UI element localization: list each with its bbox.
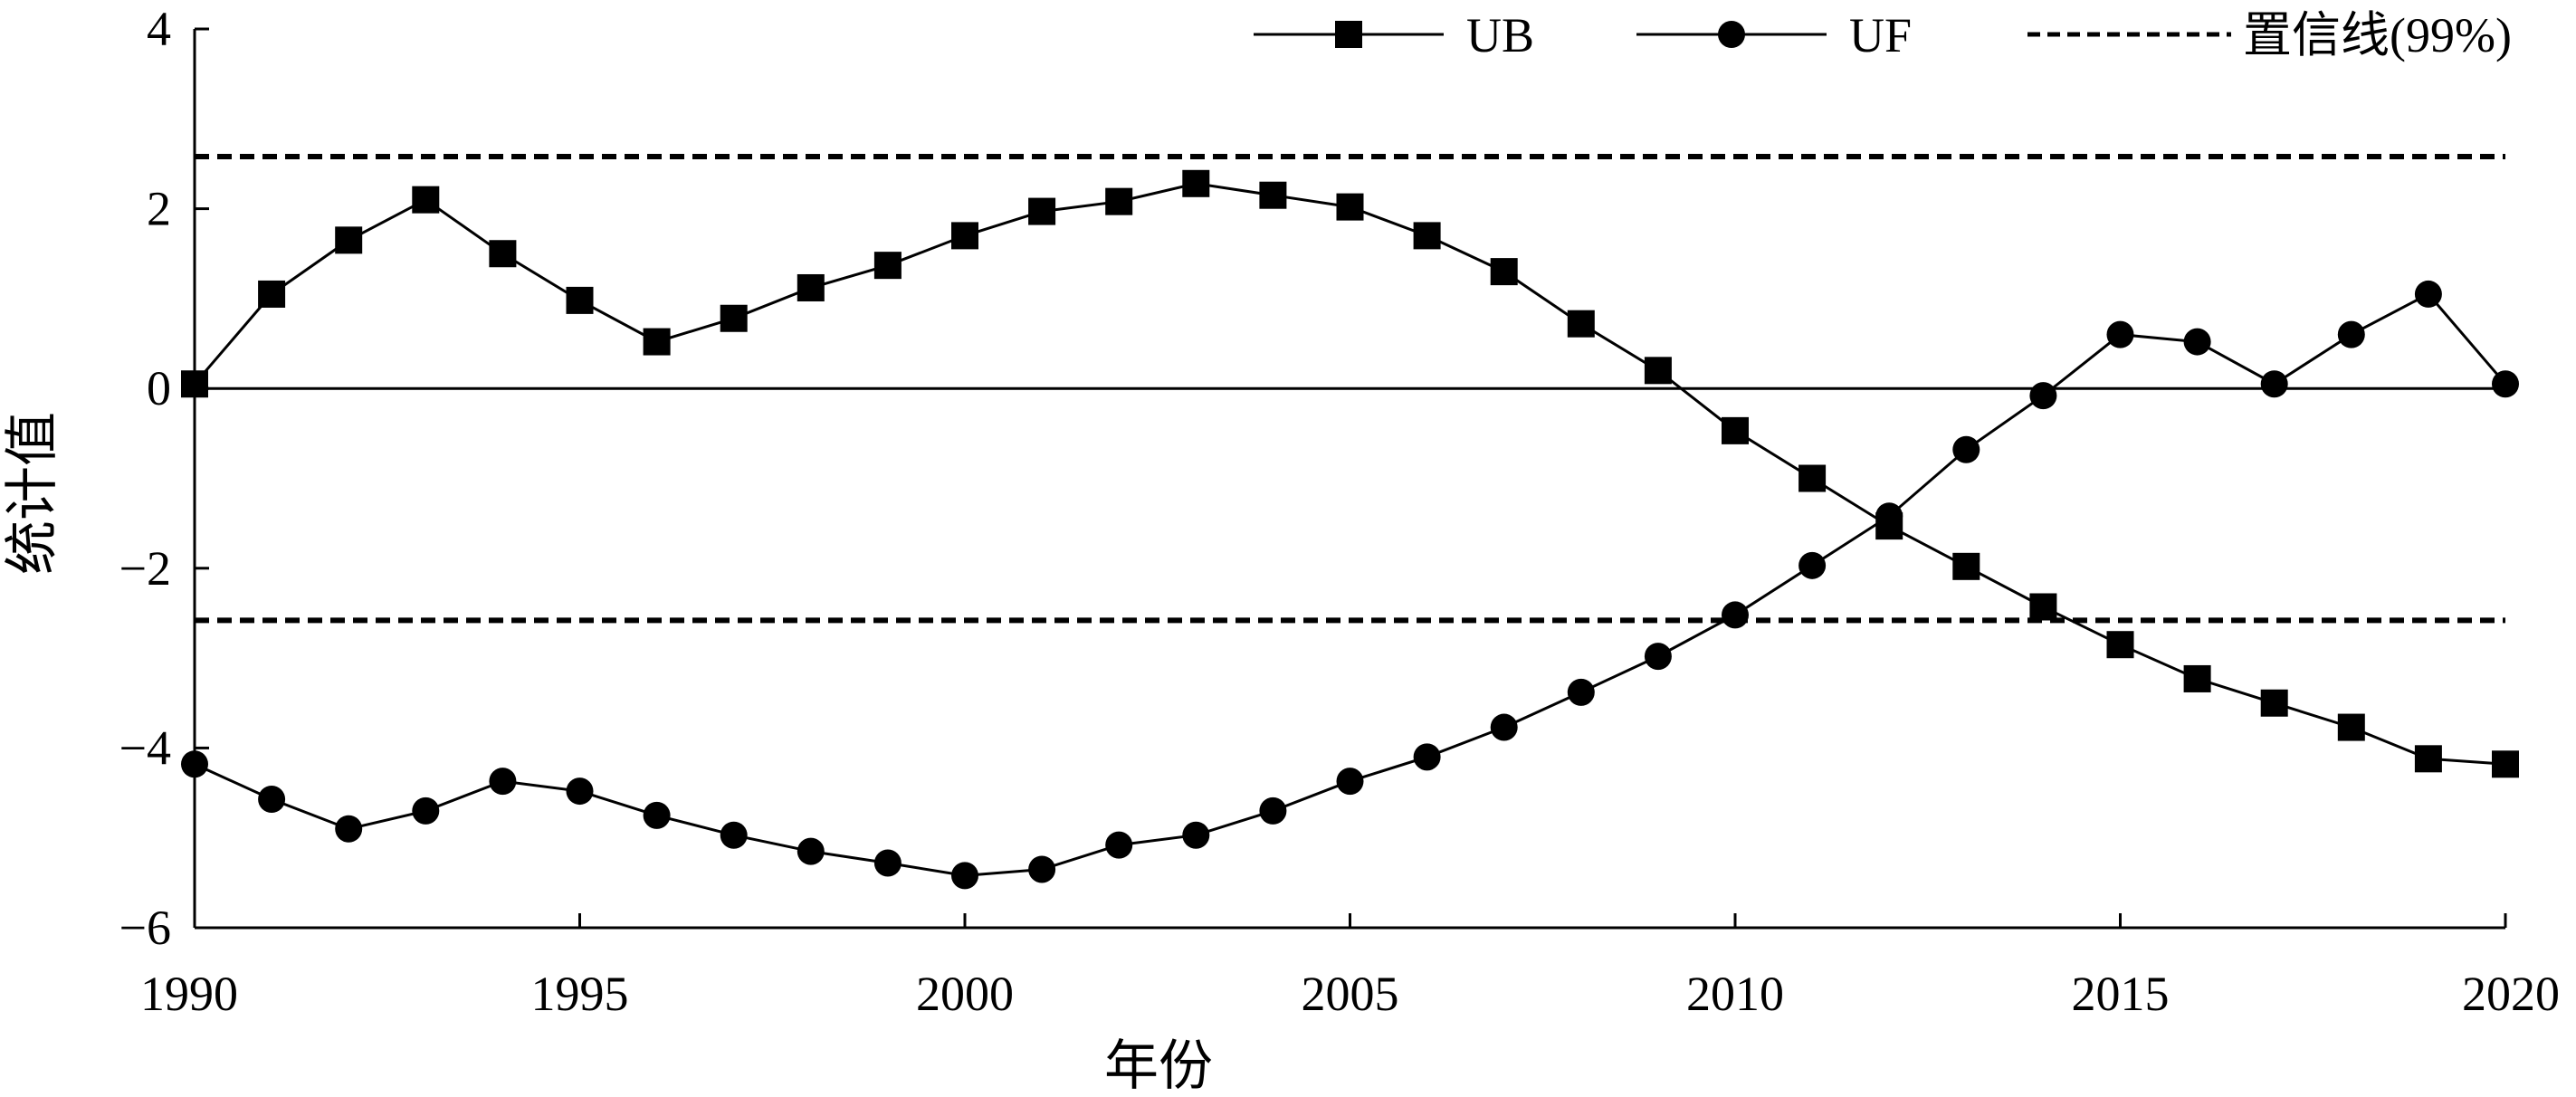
series-uf-point: [720, 821, 748, 849]
tick-labels: −6 −4 −2 0 2 4 1990 1995 2000 2005 2010 2015 2020: [119, 2, 2560, 1021]
series-uf-point: [797, 837, 825, 865]
y-tick-label: 2: [147, 182, 171, 236]
series-ub-point: [1722, 416, 1749, 444]
series-ub-point: [2029, 593, 2057, 621]
reference-lines: [195, 154, 2505, 624]
series-uf-point: [1798, 551, 1827, 579]
legend-ub-marker: [1335, 21, 1362, 48]
series-ub-point: [2183, 664, 2211, 692]
series-ub-point: [2337, 713, 2365, 741]
series-uf-point: [873, 849, 902, 877]
series-ub-point: [1336, 193, 1364, 221]
series-ub-point: [2106, 631, 2134, 659]
series-uf-point: [489, 768, 517, 796]
series-uf-point: [258, 786, 286, 814]
legend-uf-label: UF: [1849, 8, 1912, 62]
series-uf-point: [1567, 678, 1595, 706]
legend-confidence-label: 置信线(99%): [2243, 8, 2512, 62]
series-ub-point: [1413, 222, 1441, 250]
series-ub-point: [335, 226, 363, 254]
series-uf-point: [1182, 821, 1210, 849]
series-uf-point: [2492, 370, 2519, 398]
y-tick-label: −2: [119, 541, 171, 596]
series-ub-point: [873, 252, 902, 280]
series-ub-point: [489, 240, 517, 268]
series-ub-point: [258, 280, 286, 308]
series-ub-line: [193, 182, 2506, 766]
y-tick-label: −4: [119, 720, 171, 775]
series-ub-point: [951, 222, 978, 250]
series-uf-point: [335, 815, 363, 843]
series-uf-point: [412, 797, 440, 825]
legend-ub-label: UB: [1466, 8, 1534, 62]
series-ub-point: [1567, 310, 1595, 338]
series-uf-point: [181, 750, 208, 778]
series-ub-point: [1259, 181, 1287, 209]
series-uf-point: [1259, 797, 1287, 825]
y-axis-label: 统计值: [3, 412, 62, 575]
series-uf-point: [1722, 601, 1749, 629]
series-uf-point: [1644, 643, 1672, 671]
series-ub-point: [412, 186, 440, 214]
y-tick-label: 4: [147, 2, 171, 56]
y-tick-label: −6: [119, 901, 171, 955]
x-tick-label: 2020: [2462, 967, 2560, 1021]
series-ub-point: [1952, 552, 1980, 580]
series-ub-point: [720, 304, 748, 332]
axes: [193, 27, 2507, 930]
series-uf-point: [643, 801, 671, 829]
legend: UB UF 置信线(99%): [1254, 8, 2512, 62]
series-uf-point: [1336, 768, 1364, 796]
x-tick-label: 1990: [140, 967, 238, 1021]
x-tick-label: 1995: [531, 967, 629, 1021]
series-ub-point: [1644, 357, 1672, 385]
series-uf-point: [2260, 370, 2288, 398]
series-ub-point: [2260, 689, 2288, 717]
series-ub-point: [1028, 197, 1056, 225]
series-uf-point: [1413, 743, 1441, 771]
series-ub-point: [2492, 750, 2519, 778]
series-uf-point: [2414, 280, 2442, 308]
series-uf-point: [1105, 831, 1133, 859]
legend-uf-marker: [1718, 21, 1745, 48]
series-ub-point: [181, 370, 208, 398]
x-tick-label: 2000: [916, 967, 1014, 1021]
x-tick-label: 2010: [1686, 967, 1784, 1021]
series-ub-point: [643, 328, 671, 356]
series-ub-point: [1182, 169, 1210, 197]
series-ub-point: [2414, 745, 2442, 773]
series-uf-point: [2183, 328, 2211, 356]
series-uf-point: [951, 862, 978, 890]
series-uf-point: [2337, 320, 2365, 348]
x-axis-label: 年份: [1104, 1036, 1213, 1096]
series-ub-point: [797, 273, 825, 301]
series-ub-point: [1798, 464, 1827, 492]
y-tick-label: 0: [147, 361, 171, 415]
series-ub-point: [1105, 187, 1133, 215]
series-uf-point: [2029, 382, 2057, 410]
series-uf-point: [566, 777, 594, 806]
series-uf-point: [1952, 435, 1980, 463]
series-uf-point: [1490, 713, 1518, 741]
series-ub-point: [1490, 258, 1518, 286]
series-ub-point: [566, 286, 594, 314]
x-tick-label: 2015: [2072, 967, 2170, 1021]
series: [181, 169, 2519, 890]
series-uf-point: [1028, 855, 1056, 883]
series-uf-point: [2106, 320, 2134, 348]
x-tick-label: 2005: [1302, 967, 1399, 1021]
series-uf-point: [1875, 502, 1903, 530]
